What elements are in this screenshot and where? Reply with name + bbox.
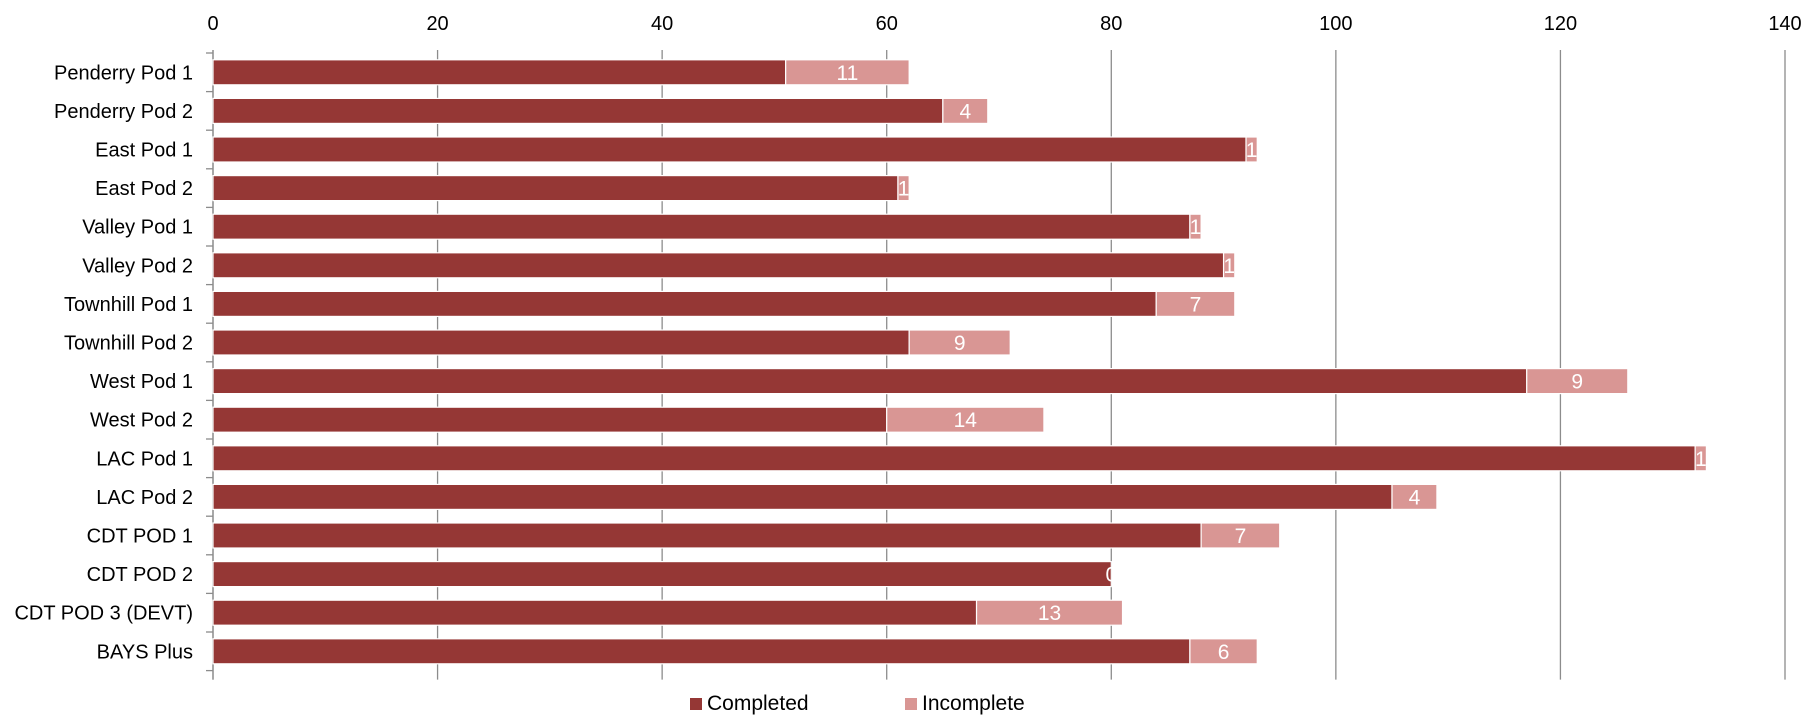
category-label: West Pod 2 — [90, 410, 193, 432]
category-label: Valley Pod 2 — [82, 255, 193, 277]
category-label: LAC Pod 2 — [96, 487, 193, 509]
bar-completed — [212, 638, 1191, 665]
bar-completed — [212, 483, 1393, 510]
category-label: Townhill Pod 1 — [64, 294, 193, 316]
category-labels: Penderry Pod 1 Penderry Pod 2 East Pod 1 Ea… — [14, 62, 193, 663]
data-label-incomplete: 14 — [954, 409, 978, 432]
bar-incomplete — [1694, 445, 1707, 472]
x-tick-label: 40 — [651, 13, 673, 35]
bar-incomplete — [1222, 252, 1236, 279]
data-label-incomplete: 9 — [1571, 371, 1583, 394]
category-label: CDT POD 2 — [87, 564, 193, 586]
data-label-incomplete: 1 — [1246, 139, 1258, 162]
data-label-incomplete: 6 — [1218, 641, 1230, 664]
bar-incomplete — [886, 406, 1045, 433]
bar-completed — [212, 599, 978, 626]
bar-completed — [212, 213, 1191, 240]
bar-completed — [212, 329, 910, 356]
bar-completed — [212, 445, 1696, 472]
legend-swatch — [690, 698, 702, 710]
legend-swatch — [905, 698, 917, 710]
bar-incomplete — [942, 97, 989, 125]
bar-completed — [212, 59, 787, 86]
legend: Completed Incomplete — [690, 692, 1025, 715]
bar-completed — [212, 522, 1202, 549]
bar-incomplete — [1189, 213, 1202, 240]
x-tick-label: 100 — [1319, 13, 1352, 35]
data-label-incomplete: 1 — [1190, 216, 1202, 239]
x-tick-label: 80 — [1100, 13, 1122, 35]
x-axis-ticks: 0 20 40 60 80 100 120 140 — [207, 13, 1801, 35]
bar-incomplete — [1391, 483, 1438, 510]
category-label: LAC Pod 1 — [96, 448, 193, 470]
x-tick-label: 20 — [426, 13, 448, 35]
x-tick-label: 140 — [1768, 13, 1801, 35]
category-label: CDT POD 3 (DEVT) — [14, 603, 193, 625]
bar-completed — [212, 560, 1112, 588]
data-label-incomplete: 1 — [898, 178, 910, 201]
bar-completed — [212, 175, 899, 202]
data-label-incomplete: 9 — [954, 332, 966, 355]
bar-completed — [212, 97, 944, 125]
x-tick-label: 60 — [876, 13, 898, 35]
category-label: CDT POD 1 — [87, 526, 193, 548]
data-label-incomplete: 4 — [959, 100, 971, 123]
category-label: West Pod 1 — [90, 371, 193, 393]
bar-incomplete — [975, 599, 1124, 626]
x-tick-label: 120 — [1544, 13, 1577, 35]
data-label-incomplete: 7 — [1190, 293, 1202, 316]
data-label-incomplete: 13 — [1038, 602, 1061, 625]
data-label-incomplete: 7 — [1235, 525, 1247, 548]
category-label: East Pod 2 — [95, 178, 193, 200]
data-label-incomplete: 1 — [1695, 448, 1707, 471]
data-label-incomplete: 0 — [1105, 564, 1117, 587]
category-label: East Pod 1 — [95, 140, 193, 162]
bar-completed — [212, 368, 1528, 395]
data-label-incomplete: 4 — [1409, 486, 1421, 509]
bar-incomplete — [1155, 290, 1236, 317]
category-label: Penderry Pod 1 — [54, 62, 193, 84]
legend-label: Completed — [707, 692, 809, 715]
category-label: BAYS Plus — [97, 641, 193, 663]
category-label: Penderry Pod 2 — [54, 101, 193, 123]
bar-completed — [212, 252, 1225, 279]
legend-label: Incomplete — [922, 692, 1025, 715]
bar-incomplete — [1189, 638, 1258, 665]
x-tick-label: 0 — [207, 13, 218, 35]
data-label-incomplete: 1 — [1223, 255, 1235, 278]
category-label: Townhill Pod 2 — [64, 333, 193, 355]
bar-incomplete — [785, 59, 910, 86]
bar-incomplete — [897, 175, 910, 202]
bar-incomplete — [1200, 522, 1281, 549]
bar-incomplete — [1245, 136, 1258, 163]
category-label: Valley Pod 1 — [82, 217, 193, 239]
bar-completed — [212, 136, 1247, 163]
bar-completed — [212, 406, 888, 433]
bar-incomplete — [1526, 368, 1629, 395]
data-label-incomplete: 11 — [837, 62, 859, 85]
bar-incomplete — [908, 329, 1011, 356]
bar-completed — [212, 290, 1157, 317]
